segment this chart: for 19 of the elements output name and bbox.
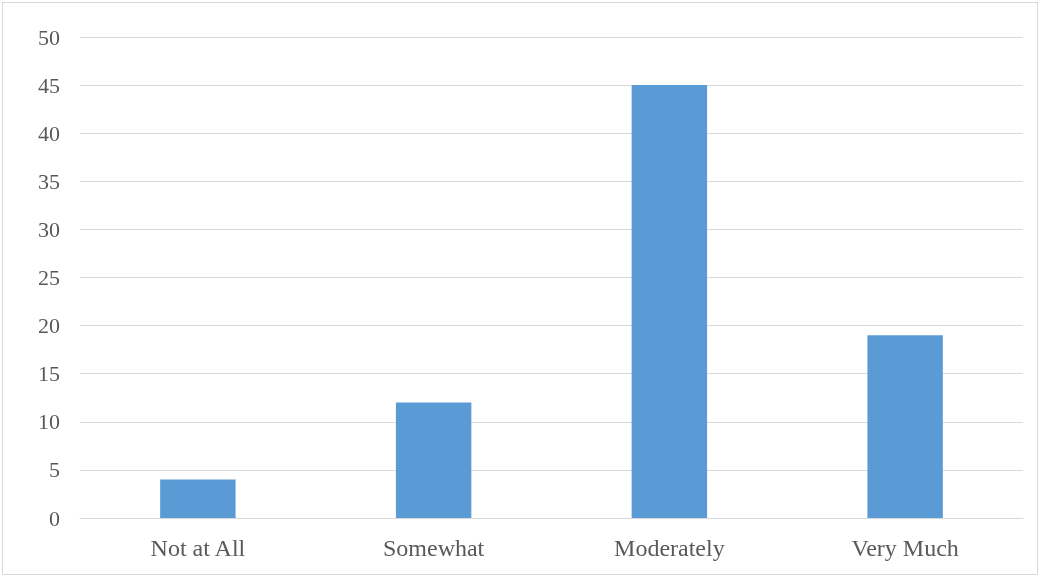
- bar: [631, 85, 708, 518]
- x-tick-label: Not at All: [150, 535, 246, 561]
- y-tick-label: 10: [38, 409, 60, 435]
- y-tick-label: 45: [38, 72, 60, 98]
- y-tick-label: 30: [38, 216, 60, 242]
- y-tick-label: 25: [38, 265, 60, 290]
- y-tick-label: 50: [38, 24, 60, 50]
- x-tick-label: Somewhat: [382, 535, 485, 561]
- y-tick-label: 15: [38, 361, 60, 387]
- x-tick-label: Very Much: [851, 535, 959, 561]
- y-tick-label: 5: [49, 457, 60, 483]
- bar: [867, 335, 943, 518]
- y-tick-label: 35: [38, 168, 60, 194]
- y-tick-label: 0: [49, 505, 60, 531]
- x-tick-label: Moderately: [614, 535, 725, 561]
- bar: [395, 402, 472, 518]
- bar: [160, 479, 236, 518]
- y-tick-label: 20: [38, 313, 60, 339]
- y-tick-label: 40: [38, 120, 60, 146]
